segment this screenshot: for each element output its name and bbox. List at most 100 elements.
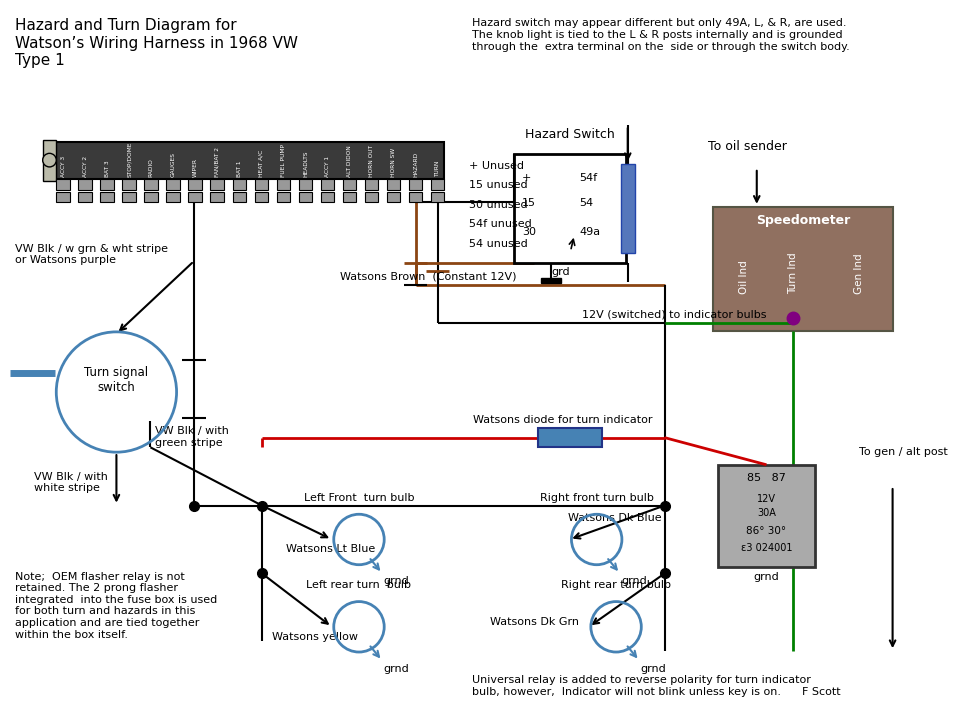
Text: Hazard Switch: Hazard Switch [525,127,614,140]
Text: Right rear turn bulb: Right rear turn bulb [561,580,671,590]
Text: BAT 1: BAT 1 [237,160,242,176]
Text: 30: 30 [522,227,536,237]
Bar [79,179,92,190]
Text: Turn Ind: Turn Ind [787,253,798,294]
Text: To oil sender: To oil sender [708,140,787,153]
Text: 12V: 12V [757,494,776,504]
Text: GAUGES: GAUGES [171,152,176,176]
Text: HEADLTS: HEADLTS [303,150,308,176]
Text: Speedometer: Speedometer [756,215,850,228]
Bar [101,192,114,202]
Text: ALT DIDON: ALT DIDON [347,145,352,176]
Text: grnd: grnd [640,664,666,674]
Bar [621,164,635,253]
Bar [409,179,422,190]
Text: Watsons diode for turn indicator: Watsons diode for turn indicator [473,415,653,425]
Bar [210,192,224,202]
Bar [387,192,400,202]
Text: 54f: 54f [579,173,597,183]
Text: +: + [522,173,531,183]
Bar [42,140,57,181]
Text: grnd: grnd [621,576,647,586]
Text: FUEL PUMP: FUEL PUMP [281,143,286,176]
Text: To gen / alt post: To gen / alt post [858,447,948,457]
Bar [299,192,312,202]
Bar [541,277,561,284]
Text: grd: grd [551,267,569,277]
Text: ACCY 1: ACCY 1 [324,156,330,176]
Bar [276,192,290,202]
Bar [79,192,92,202]
Text: + Unused: + Unused [468,161,523,171]
Bar [365,192,378,202]
Text: HAZARD: HAZARD [413,151,418,176]
Text: Right front turn bulb: Right front turn bulb [540,492,654,503]
Bar [409,192,422,202]
Text: 30A: 30A [757,508,776,518]
Bar [144,179,158,190]
Text: BAT 3: BAT 3 [105,160,109,176]
Bar [57,192,70,202]
Bar [713,207,893,331]
Text: Watsons Dk Grn: Watsons Dk Grn [490,617,579,627]
Bar [57,142,444,179]
Text: Gen Ind: Gen Ind [853,253,864,294]
Text: VW Blk / with
green stripe: VW Blk / with green stripe [156,426,229,448]
Circle shape [42,153,57,167]
Text: HORN SW: HORN SW [391,148,396,176]
Text: VW Blk / with
white stripe: VW Blk / with white stripe [34,472,108,493]
Text: ACCY 3: ACCY 3 [60,156,65,176]
Bar [166,179,180,190]
Bar [387,179,400,190]
Text: Watsons Dk Blue: Watsons Dk Blue [567,513,661,523]
Bar [144,192,158,202]
Text: 12V (switched) to indicator bulbs: 12V (switched) to indicator bulbs [582,310,767,319]
Text: 49a: 49a [579,227,600,237]
Text: 54: 54 [579,198,593,208]
Text: Hazard and Turn Diagram for
Watson’s Wiring Harness in 1968 VW
Type 1: Hazard and Turn Diagram for Watson’s Wir… [14,19,298,68]
Text: grnd: grnd [383,664,409,674]
Text: 15: 15 [522,198,536,208]
Text: RADIO: RADIO [149,158,154,176]
Text: Note;  OEM flasher relay is not
retained. The 2 prong flasher
integrated  into t: Note; OEM flasher relay is not retained.… [14,572,217,639]
Text: HORN OUT: HORN OUT [369,145,374,176]
Text: 86° 30°: 86° 30° [747,526,786,536]
Text: WIPER: WIPER [193,158,198,176]
Text: Turn signal
switch: Turn signal switch [84,366,149,395]
Text: ε3 024001: ε3 024001 [741,543,792,553]
Bar [188,179,202,190]
Bar [276,179,290,190]
Bar [188,192,202,202]
Text: 54 unused: 54 unused [468,238,527,248]
Text: VW Blk / w grn & wht stripe
or Watsons purple: VW Blk / w grn & wht stripe or Watsons p… [14,243,168,265]
Text: Oil Ind: Oil Ind [739,260,749,294]
Bar [232,179,246,190]
Bar [166,192,180,202]
Bar [365,179,378,190]
Text: STOP/DOME: STOP/DOME [127,141,132,176]
Text: ACCY 2: ACCY 2 [83,156,87,176]
Bar [122,192,136,202]
Bar [431,192,444,202]
Text: 15 unused: 15 unused [468,181,527,190]
Text: Hazard switch may appear different but only 49A, L, & R, are used.
The knob ligh: Hazard switch may appear different but o… [472,19,851,52]
Text: Watsons Lt Blue: Watsons Lt Blue [286,544,375,554]
Bar [343,179,356,190]
Bar [431,179,444,190]
Bar [539,428,602,447]
Bar [718,465,815,567]
Bar [321,179,334,190]
Text: 54f unused: 54f unused [468,219,532,229]
Bar [254,179,268,190]
Text: TURN: TURN [435,161,440,176]
Text: Left Front  turn bulb: Left Front turn bulb [303,492,414,503]
Text: Universal relay is added to reverse polarity for turn indicator
bulb, however,  : Universal relay is added to reverse pola… [472,675,841,697]
Text: Left rear turn  bulb: Left rear turn bulb [306,580,412,590]
Text: FAN/BAT 2: FAN/BAT 2 [215,147,220,176]
Bar [210,179,224,190]
Bar [515,154,626,263]
Text: R: R [621,229,629,239]
Bar [254,192,268,202]
Bar [321,192,334,202]
Bar [343,192,356,202]
